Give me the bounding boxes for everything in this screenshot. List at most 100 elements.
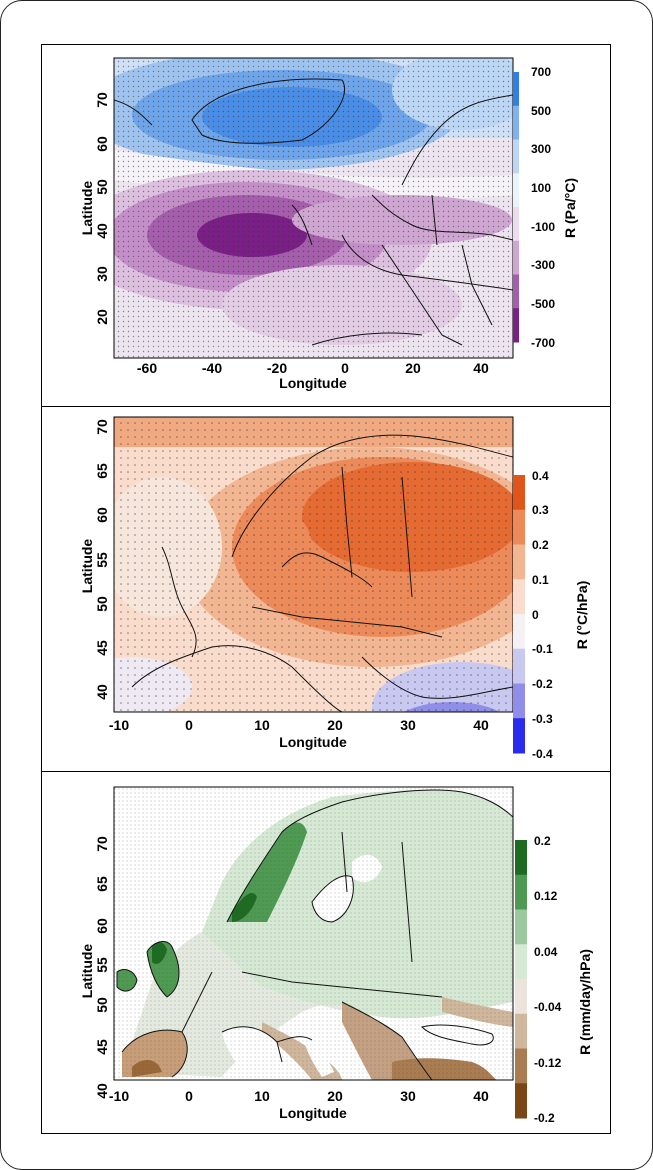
colorbar-tick: 300 [531, 142, 551, 156]
colorbar-tick: 0.04 [534, 945, 558, 959]
y-tick: 50 [94, 179, 110, 195]
colorbar-swatch [515, 979, 527, 1015]
temperature-plot: 70 65 60 55 50 45 40 Latitude -10 0 10 2… [79, 416, 590, 761]
pressure-colorbar-ticks: 700 500 300 100 -100 -300 -500 -700 [531, 65, 555, 350]
colorbar-swatch [513, 72, 519, 107]
colorbar-swatch [513, 579, 525, 615]
pressure-colorbar-label: R (Pa/°C) [562, 178, 578, 238]
colorbar-swatch [513, 509, 525, 545]
y-tick: 60 [94, 918, 110, 934]
y-tick: 70 [94, 836, 110, 852]
precipitation-ylabel: Latitude [79, 944, 95, 999]
colorbar-tick: 0.4 [532, 469, 549, 483]
y-tick: 65 [94, 876, 110, 892]
y-tick: 55 [94, 552, 110, 568]
colorbar-swatch [513, 274, 519, 309]
colorbar-swatch [515, 1083, 527, 1119]
x-tick: 10 [254, 1088, 270, 1104]
pressure-plot: 70 60 50 40 30 20 Latitude -60 -40 -20 0… [79, 57, 578, 391]
pressure-ylabel: Latitude [79, 181, 95, 236]
x-tick: -40 [202, 360, 222, 376]
colorbar-swatch [513, 207, 519, 242]
colorbar-swatch [515, 840, 527, 876]
x-tick: -20 [267, 360, 287, 376]
y-tick: 60 [94, 136, 110, 152]
temperature-ylabel: Latitude [79, 539, 95, 594]
panel-precipitation: 70 65 60 55 50 45 40 Latitude -10 0 10 2… [42, 771, 610, 1134]
temperature-field [114, 417, 513, 712]
colorbar-tick: 500 [531, 104, 551, 118]
colorbar-tick: -700 [531, 336, 555, 350]
x-tick: 0 [341, 360, 349, 376]
colorbar-tick: -0.1 [532, 642, 553, 656]
pressure-field [114, 58, 513, 358]
colorbar-tick: 0 [532, 608, 539, 622]
x-tick: 0 [185, 717, 193, 733]
colorbar-swatch [515, 1048, 527, 1084]
precipitation-colorbar-ticks: 0.2 0.12 0.04 -0.04 -0.12 -0.2 [534, 834, 562, 1125]
x-tick: 10 [254, 717, 270, 733]
colorbar-swatch [513, 544, 525, 580]
colorbar-tick: -0.4 [532, 747, 553, 761]
temperature-colorbar-label: R (°C/hPa) [574, 581, 590, 650]
panel-temperature: 70 65 60 55 50 45 40 Latitude -10 0 10 2… [42, 406, 610, 772]
temperature-x-ticks: -10 0 10 20 30 40 [109, 717, 489, 733]
colorbar-tick: 0.1 [532, 573, 549, 587]
x-tick: 20 [327, 1088, 343, 1104]
y-tick: 50 [94, 596, 110, 612]
pressure-xlabel: Longitude [279, 375, 347, 391]
y-tick: 45 [94, 640, 110, 656]
colorbar-swatch [513, 139, 519, 174]
colorbar-swatch [513, 648, 525, 684]
y-tick: 55 [94, 957, 110, 973]
colorbar-swatch [513, 718, 525, 754]
colorbar-swatch [513, 614, 525, 650]
colorbar-tick: 700 [531, 65, 551, 79]
x-tick: 30 [400, 1088, 416, 1104]
colorbar-tick: 0.3 [532, 503, 549, 517]
panel-pressure: 70 60 50 40 30 20 Latitude -60 -40 -20 0… [42, 45, 610, 406]
colorbar-swatch [513, 173, 519, 208]
x-tick: 0 [185, 1088, 193, 1104]
x-tick: -10 [109, 717, 129, 733]
x-tick: -10 [109, 1088, 129, 1104]
colorbar-swatch [515, 1013, 527, 1049]
y-tick: 45 [94, 1039, 110, 1055]
colorbar-tick: -500 [531, 297, 555, 311]
temperature-coastlines [131, 434, 513, 712]
y-tick: 50 [94, 997, 110, 1013]
colorbar-tick: -0.12 [534, 1056, 562, 1070]
y-tick: 20 [94, 309, 110, 325]
temperature-y-ticks: 70 65 60 55 50 45 40 [94, 419, 110, 700]
colorbar-tick: 0.12 [534, 889, 558, 903]
x-tick: 20 [405, 360, 421, 376]
x-tick: 30 [400, 717, 416, 733]
figure: 70 60 50 40 30 20 Latitude -60 -40 -20 0… [41, 44, 611, 1134]
temperature-colorbar [513, 475, 525, 754]
colorbar-swatch [513, 475, 525, 511]
x-tick: 40 [473, 1088, 489, 1104]
colorbar-tick: -300 [531, 258, 555, 272]
precipitation-colorbar-label: R (mm/day/hPa) [577, 949, 593, 1055]
colorbar-swatch [513, 308, 519, 343]
pressure-coastlines [114, 78, 513, 346]
colorbar-tick: -0.3 [532, 712, 553, 726]
y-tick: 70 [94, 92, 110, 108]
x-tick: 20 [327, 717, 343, 733]
pressure-y-ticks: 70 60 50 40 30 20 [94, 92, 110, 325]
colorbar-tick: -0.04 [534, 1000, 562, 1014]
y-tick: 40 [94, 1083, 110, 1099]
colorbar-swatch [515, 874, 527, 910]
x-tick: -60 [137, 360, 157, 376]
colorbar-tick: 0.2 [532, 538, 549, 552]
precipitation-xlabel: Longitude [279, 1105, 347, 1121]
pressure-x-ticks: -60 -40 -20 0 20 40 [137, 360, 489, 376]
x-tick: 40 [473, 717, 489, 733]
colorbar-tick: -0.2 [532, 677, 553, 691]
precipitation-y-ticks: 70 65 60 55 50 45 40 [94, 836, 110, 1099]
pressure-colorbar [513, 72, 519, 343]
y-tick: 70 [94, 419, 110, 435]
temperature-colorbar-ticks: 0.4 0.3 0.2 0.1 0 -0.1 -0.2 -0.3 -0.4 [532, 469, 553, 761]
colorbar-swatch [513, 240, 519, 275]
colorbar-swatch [513, 683, 525, 719]
